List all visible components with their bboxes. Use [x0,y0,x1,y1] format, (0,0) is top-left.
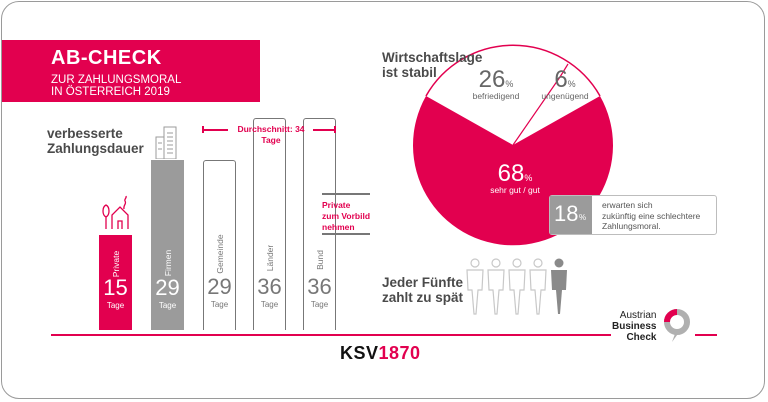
person-icon [466,258,484,315]
future-expectation-box: 18 % erwarten sich zukünftig eine schlec… [549,195,717,235]
baseline-right [695,334,717,336]
callout-line-bottom [322,233,370,235]
duration-heading: verbesserte Zahlungsdauer [47,126,144,156]
average-line-left [203,129,228,131]
slice-ungenuegend: 6% ungenügend [541,66,589,101]
bar-private: Private 15 Tage [99,235,132,330]
people-icons [466,258,567,315]
average-tick-right [334,126,336,133]
building-icon [155,126,177,159]
house-icon [102,195,129,229]
bar-gemeinde: Gemeinde 29 Tage [203,160,236,330]
title-banner: AB-CHECK ZUR ZAHLUNGSMORAL IN ÖSTERREICH… [2,40,260,102]
page-title: AB-CHECK [51,47,162,69]
bar-firmen: Firmen 29 Tage [151,160,184,330]
economy-heading: Wirtschaftslage ist stabil [382,50,483,80]
abc-logo-text: Austrian Business Check [612,310,657,343]
average-label: Durchschnitt: 34 Tage [237,124,305,145]
bar-bund: Bund 36 Tage [303,118,336,330]
slice-sehr-gut: 68% sehr gut / gut [490,160,540,195]
callout-text: Private zum Vorbild nehmen [322,200,371,232]
average-line-right [313,129,335,131]
ksv-logo: KSV1870 [340,343,421,363]
slice-befriedigend: 26% befriedigend [472,66,520,101]
bar-laender: Länder 36 Tage [253,118,286,330]
callout-line-top [322,193,370,195]
late-heading: Jeder Fünfte zahlt zu spät [382,275,464,305]
abc-logo-icon [664,309,690,342]
page-subtitle: ZUR ZAHLUNGSMORAL IN ÖSTERREICH 2019 [51,74,182,98]
baseline [51,334,611,336]
average-tick-left [202,126,204,133]
